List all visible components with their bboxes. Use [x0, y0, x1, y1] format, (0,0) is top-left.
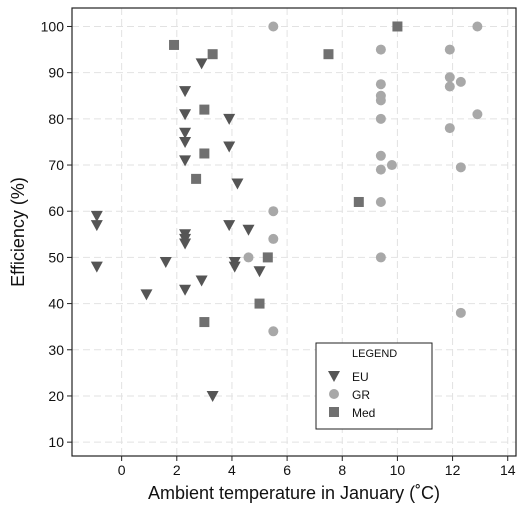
legend-label-gr: GR [352, 388, 370, 402]
data-point-eu [159, 257, 172, 269]
x-tick-label: 10 [390, 462, 406, 478]
data-point-gr [375, 150, 386, 161]
data-point-gr [472, 109, 483, 120]
data-point-eu [179, 136, 192, 148]
data-point-gr [243, 252, 254, 263]
y-tick-label: 40 [48, 296, 64, 312]
x-axis-label: Ambient temperature in January (˚C) [148, 483, 440, 503]
data-point-gr [375, 196, 386, 207]
data-point-gr [455, 162, 466, 173]
data-point-gr [444, 123, 455, 134]
y-tick-label: 20 [48, 388, 64, 404]
data-point-gr [455, 307, 466, 318]
data-point-med [169, 39, 180, 50]
x-tick-label: 6 [283, 462, 291, 478]
legend-marker-gr [329, 389, 339, 399]
legend-title: LEGEND [352, 348, 397, 360]
data-point-med [199, 317, 210, 328]
x-tick-label: 4 [228, 462, 236, 478]
data-point-gr [375, 164, 386, 175]
y-tick-label: 100 [41, 18, 65, 34]
y-tick-label: 60 [48, 203, 64, 219]
data-point-med [353, 196, 364, 207]
legend: LEGEND EU GR Med [315, 342, 433, 430]
data-points [90, 21, 483, 402]
data-point-eu [195, 58, 208, 70]
data-point-gr [268, 233, 279, 244]
data-point-gr [375, 44, 386, 55]
data-point-gr [268, 206, 279, 217]
data-point-gr [375, 79, 386, 90]
y-tick-label: 80 [48, 111, 64, 127]
data-point-eu [179, 284, 192, 296]
data-point-gr [386, 160, 397, 171]
data-point-gr [455, 76, 466, 87]
data-point-eu [253, 266, 266, 278]
data-point-eu [223, 113, 236, 125]
data-point-gr [375, 95, 386, 106]
data-point-gr [375, 252, 386, 263]
grid [72, 8, 516, 456]
data-point-eu [90, 261, 103, 273]
legend-label-eu: EU [352, 370, 369, 384]
data-point-gr [375, 113, 386, 124]
data-point-med [191, 173, 202, 184]
legend-label-med: Med [352, 406, 375, 420]
data-point-eu [179, 155, 192, 167]
data-point-eu [179, 238, 192, 250]
data-point-gr [268, 21, 279, 32]
data-point-eu [179, 86, 192, 98]
data-point-eu [179, 109, 192, 121]
data-point-eu [223, 220, 236, 232]
data-point-med [262, 252, 273, 263]
y-ticks: 10 20 30 40 50 60 70 80 90 100 [41, 18, 72, 450]
data-point-eu [179, 127, 192, 139]
y-tick-label: 50 [48, 249, 64, 265]
x-tick-label: 8 [338, 462, 346, 478]
plot-frame [71, 7, 517, 457]
y-axis-label: Efficiency (%) [8, 177, 28, 287]
x-tick-label: 14 [500, 462, 516, 478]
data-point-gr [444, 81, 455, 92]
data-point-eu [242, 224, 255, 236]
data-point-eu [90, 210, 103, 222]
data-point-gr [268, 326, 279, 337]
x-ticks: 0 2 4 6 8 10 12 14 [118, 456, 516, 478]
legend-marker-eu [328, 371, 340, 382]
data-point-med [254, 298, 265, 309]
y-tick-label: 10 [48, 434, 64, 450]
legend-entries: EU GR Med [328, 370, 375, 420]
data-point-eu [206, 390, 219, 402]
y-tick-label: 90 [48, 65, 64, 81]
x-tick-label: 12 [445, 462, 461, 478]
data-point-med [199, 148, 210, 159]
data-point-gr [444, 72, 455, 83]
data-point-eu [223, 141, 236, 153]
data-point-eu [90, 220, 103, 232]
y-tick-label: 30 [48, 342, 64, 358]
data-point-med [199, 104, 210, 115]
y-tick-label: 70 [48, 157, 64, 173]
x-tick-label: 2 [173, 462, 181, 478]
data-point-gr [472, 21, 483, 32]
legend-marker-med [329, 407, 339, 417]
data-point-med [207, 49, 218, 60]
data-point-med [323, 49, 334, 60]
data-point-gr [444, 44, 455, 55]
data-point-eu [231, 178, 244, 190]
data-point-eu [195, 275, 208, 287]
data-point-med [392, 21, 403, 32]
data-point-eu [228, 261, 241, 273]
x-tick-label: 0 [118, 462, 126, 478]
data-point-eu [140, 289, 153, 301]
